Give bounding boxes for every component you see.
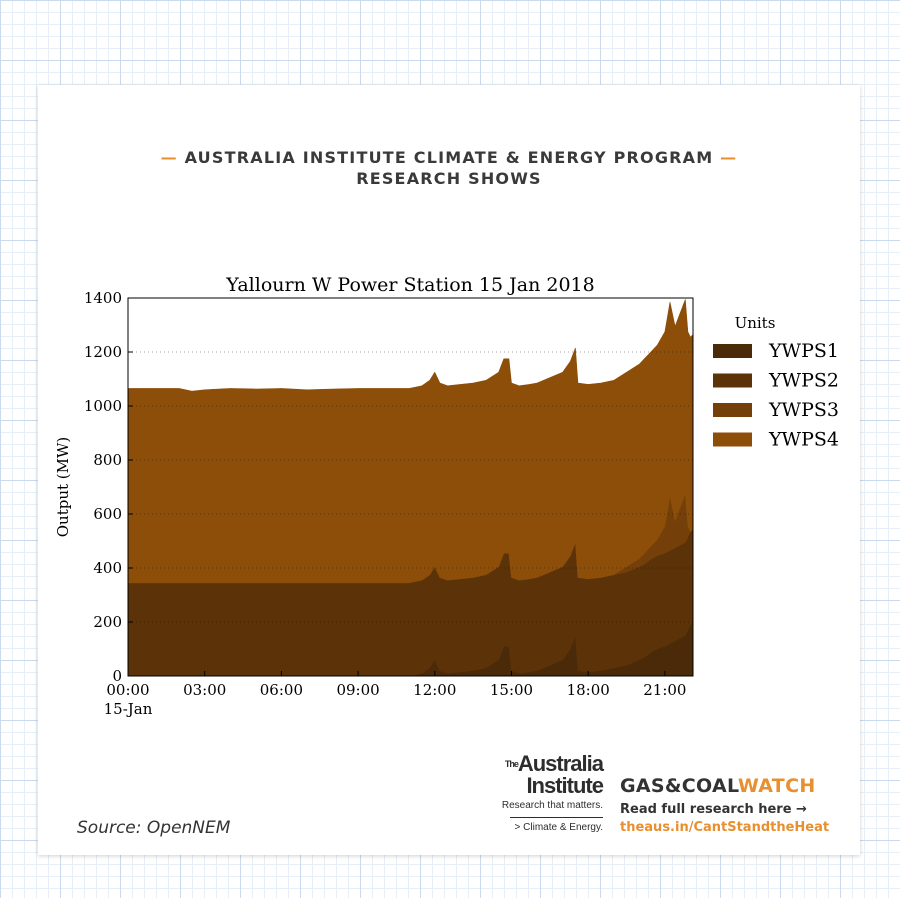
x-tick-label-18:00: 18:00 xyxy=(567,681,610,699)
tai-logo-tagline: Research that matters. xyxy=(501,800,603,811)
program-header: — AUSTRALIA INSTITUTE CLIMATE & ENERGY P… xyxy=(38,147,860,189)
y-tick-label-1200: 1200 xyxy=(84,343,122,361)
x-tick-label-21:00: 21:00 xyxy=(643,681,686,699)
x-tick-label-09:00: 09:00 xyxy=(336,681,379,699)
y-tick-label-400: 400 xyxy=(93,559,122,577)
header-dash-left: — xyxy=(160,148,178,167)
y-tick-label-200: 200 xyxy=(93,613,122,631)
header-dash-right: — xyxy=(720,148,738,167)
y-axis-label: Output (MW) xyxy=(54,437,72,538)
gcw-brand: GAS&COALWATCH xyxy=(620,775,816,797)
read-research-text: Read full research here → xyxy=(620,802,807,817)
x-tick-label-15:00: 15:00 xyxy=(490,681,533,699)
series-area-ywps4 xyxy=(127,299,694,584)
tai-logo-rule xyxy=(510,817,603,818)
x-tick-label-00:00: 00:00 xyxy=(106,681,149,699)
header-line-1: — AUSTRALIA INSTITUTE CLIMATE & ENERGY P… xyxy=(38,147,860,168)
legend-swatch-ywps4 xyxy=(713,432,752,447)
legend-swatch-ywps2 xyxy=(713,373,752,388)
y-tick-label-800: 800 xyxy=(93,451,122,469)
header-title-1: AUSTRALIA INSTITUTE CLIMATE & ENERGY PRO… xyxy=(184,148,714,167)
y-tick-label-1400: 1400 xyxy=(84,289,122,307)
y-tick-label-0: 0 xyxy=(112,667,122,685)
y-tick-label-600: 600 xyxy=(93,505,122,523)
plot-frame xyxy=(127,297,694,677)
gas-coal-watch-logo: GAS&COALWATCH Read full research here → … xyxy=(620,775,829,835)
x-tick-sublabel: 15-Jan xyxy=(104,700,153,718)
legend-label-ywps3: YWPS3 xyxy=(768,399,839,421)
legend-label-ywps1: YWPS1 xyxy=(768,340,839,362)
australia-institute-logo: TheAustralia Institute Research that mat… xyxy=(488,751,604,834)
header-title-2: RESEARCH SHOWS xyxy=(356,169,542,188)
x-tick-label-03:00: 03:00 xyxy=(183,681,226,699)
y-tick-label-1000: 1000 xyxy=(84,397,122,415)
research-link[interactable]: theaus.in/CantStandtheHeat xyxy=(620,820,830,835)
tai-logo-sub: > Climate & Energy. xyxy=(514,822,603,833)
chart-title: Yallourn W Power Station 15 Jan 2018 xyxy=(225,274,594,296)
tai-logo-name-1: TheAustralia xyxy=(504,751,604,776)
legend-swatch-ywps1 xyxy=(713,344,752,358)
source-note: Source: OpenNEM xyxy=(77,818,231,838)
report-card: — AUSTRALIA INSTITUTE CLIMATE & ENERGY P… xyxy=(38,85,860,855)
legend-label-ywps4: YWPS4 xyxy=(768,429,839,451)
x-tick-label-12:00: 12:00 xyxy=(413,681,456,699)
legend-swatch-ywps3 xyxy=(713,403,752,417)
legend-label-ywps2: YWPS2 xyxy=(768,370,839,392)
x-tick-label-06:00: 06:00 xyxy=(260,681,303,699)
legend-title: Units xyxy=(735,314,776,332)
tai-logo-name-2: Institute xyxy=(526,773,604,798)
tai-logo-the: The xyxy=(504,759,519,769)
